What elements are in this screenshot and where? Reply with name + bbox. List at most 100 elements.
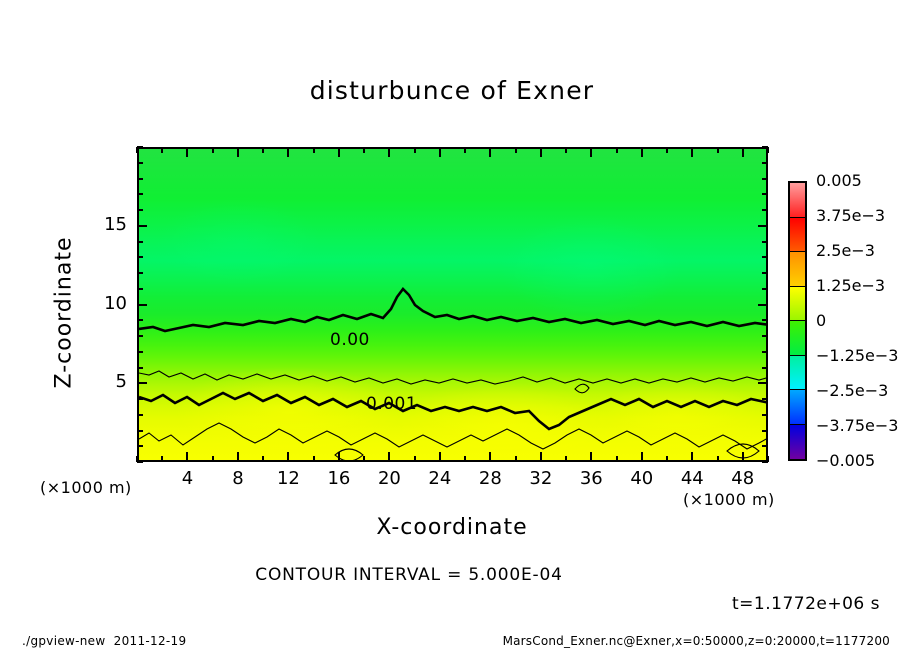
y-axis-tick: [137, 445, 143, 448]
x-axis-tick: [337, 147, 340, 157]
y-axis-tick: [137, 146, 143, 148]
x-axis-tick: [186, 452, 189, 462]
contour-interval-label: CONTOUR INTERVAL = 5.000E-04: [255, 565, 563, 585]
footer-command-label: ./gpview-new 2011-12-19: [22, 634, 187, 648]
x-axis-tick: [590, 147, 593, 157]
y-axis-tick: [137, 209, 143, 211]
x-axis-tick-label: 8: [232, 468, 244, 489]
x-axis-tick: [161, 147, 164, 153]
x-axis-tick: [136, 456, 138, 462]
x-axis-tick: [388, 147, 391, 157]
y-axis-tick: [137, 350, 143, 353]
colorbar-band: [790, 183, 805, 218]
x-axis-tick: [716, 456, 719, 462]
contour-label-1: 0.001: [366, 394, 418, 414]
x-axis-tick-label: 28: [478, 468, 502, 489]
colorbar-tick-label: −2.5e−3: [816, 381, 889, 400]
x-axis-tick: [489, 452, 492, 462]
plot-area: [137, 147, 768, 462]
colorbar-band: [790, 252, 805, 287]
x-axis-tick: [741, 452, 744, 462]
x-axis-tick-label: 48: [731, 468, 755, 489]
x-axis-unit-label: (×1000 m): [683, 490, 775, 509]
colorbar: [788, 181, 807, 461]
y-axis-tick-label: 15: [104, 213, 127, 235]
x-axis-tick: [615, 456, 618, 462]
x-axis-tick-label: 20: [377, 468, 401, 489]
y-axis-tick: [762, 177, 768, 180]
x-axis-tick-label: 24: [428, 468, 452, 489]
x-axis-tick: [438, 452, 441, 462]
x-axis-tick: [691, 147, 694, 157]
x-axis-tick: [413, 456, 416, 462]
x-axis-tick: [666, 456, 669, 462]
x-axis-tick: [767, 456, 769, 462]
x-axis-tick-label: 40: [630, 468, 654, 489]
x-axis-tick: [337, 452, 340, 462]
y-axis-tick: [137, 177, 143, 180]
y-axis-tick: [762, 240, 768, 243]
colorbar-band: [790, 286, 805, 321]
y-axis-tick: [137, 240, 143, 243]
x-axis-tick: [514, 147, 517, 153]
y-axis-tick: [762, 350, 768, 353]
x-axis-tick: [287, 452, 290, 462]
y-axis-tick: [762, 398, 768, 400]
x-axis-tick: [413, 147, 416, 153]
y-axis-tick: [137, 382, 147, 385]
y-axis-title: Z-coordinate: [51, 236, 77, 389]
y-axis-tick: [137, 303, 147, 306]
y-axis-tick: [758, 382, 768, 385]
colorbar-tick-label: 0: [816, 311, 827, 330]
x-axis-tick: [388, 452, 391, 462]
x-axis-tick: [565, 456, 568, 462]
x-axis-tick-label: 4: [181, 468, 194, 489]
x-axis-tick: [539, 147, 542, 157]
x-axis-tick-label: 32: [529, 468, 553, 489]
x-axis-tick: [640, 452, 643, 462]
y-axis-tick: [762, 146, 768, 148]
x-axis-tick: [262, 147, 265, 153]
colorbar-band: [790, 355, 805, 390]
y-axis-tick: [758, 303, 768, 306]
colorbar-band: [790, 321, 805, 356]
x-axis-tick: [565, 147, 568, 153]
contour-lines: [139, 287, 766, 460]
x-axis-tick: [312, 147, 315, 153]
y-axis-tick: [762, 413, 768, 416]
y-axis-tick: [762, 161, 768, 164]
x-axis-tick: [287, 147, 290, 157]
y-axis-tick: [762, 287, 768, 290]
page-title: disturbunce of Exner: [309, 76, 595, 105]
y-axis-tick: [762, 319, 768, 322]
x-axis-tick: [236, 452, 239, 462]
x-axis-tick: [539, 452, 542, 462]
y-axis-tick: [137, 272, 143, 274]
x-axis-tick: [741, 147, 744, 157]
x-axis-tick: [363, 147, 366, 153]
y-axis-tick: [758, 224, 768, 227]
colorbar-tick-label: 2.5e−3: [816, 241, 875, 260]
x-axis-tick: [615, 147, 618, 153]
y-axis-tick: [762, 272, 768, 274]
y-axis-tick: [137, 429, 143, 432]
x-axis-tick-label: 12: [276, 468, 300, 489]
x-axis-tick: [262, 456, 265, 462]
y-axis-tick: [762, 209, 768, 211]
x-axis-tick: [186, 147, 189, 157]
x-axis-tick: [489, 147, 492, 157]
x-axis-tick: [716, 147, 719, 153]
y-axis-tick: [137, 398, 143, 400]
footer-dataset-label: MarsCond_Exner.nc@Exner,x=0:50000,z=0:20…: [502, 634, 890, 648]
x-axis-tick: [767, 147, 769, 153]
colorbar-tick-label: −1.25e−3: [816, 346, 899, 365]
y-axis-tick: [137, 461, 143, 463]
x-axis-tick: [464, 147, 467, 153]
y-axis-tick: [137, 413, 143, 416]
colorbar-band: [790, 217, 805, 252]
y-axis-tick: [137, 287, 143, 290]
x-axis-tick: [161, 456, 164, 462]
y-axis-tick: [762, 429, 768, 432]
y-axis-tick: [137, 161, 143, 164]
